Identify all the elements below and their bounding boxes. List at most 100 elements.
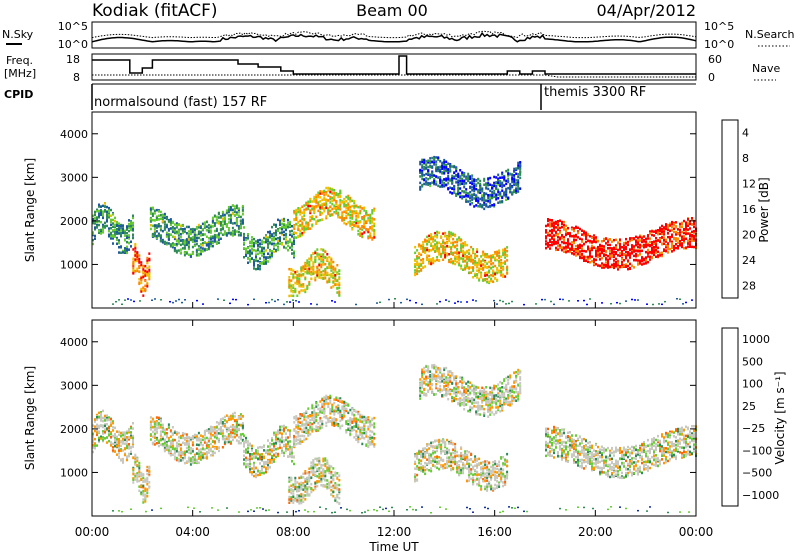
heatmap-cell [116,232,118,235]
heatmap-cell [203,249,206,252]
heatmap-cell [557,236,559,239]
heatmap-cell [422,266,425,269]
heatmap-cell [492,254,495,257]
heatmap-cell [667,228,669,232]
heatmap-cell [438,251,441,254]
heatmap-cell [565,250,567,254]
heatmap-cell [169,449,172,453]
heatmap-cell [373,234,376,237]
heatmap-cell [432,240,435,243]
heatmap-cell [333,189,336,192]
heatmap-cell [171,230,174,233]
heatmap-cell [142,501,145,504]
heatmap-cell [140,275,143,279]
heatmap-cell [689,245,691,248]
heatmap-cell [195,233,198,237]
heatmap-cell [187,442,190,446]
heatmap-cell [371,212,374,215]
heatmap-cell [289,223,291,226]
heatmap-cell [96,418,98,421]
heatmap-cell [619,244,621,248]
heatmap-cell [479,203,482,206]
heatmap-cell [316,248,319,251]
heatmap-cell [585,240,587,244]
heatmap-cell [193,233,196,237]
heatmap-cell [469,200,472,203]
heatmap-cell [296,277,299,280]
heatmap-cell [142,270,145,274]
heatmap-cell [601,240,603,243]
heatmap-cell [661,227,663,231]
heatmap-cell [555,222,557,225]
heatmap-cell [318,276,321,279]
heatmap-cell [195,227,198,230]
heatmap-cell [439,185,442,188]
heatmap-cell [457,188,460,191]
heatmap-cell [471,174,474,177]
heatmap-cell [317,203,320,206]
heatmap-cell [92,231,94,234]
heatmap-cell [663,226,665,229]
heatmap-cell [627,253,629,256]
heatmap-cell [506,265,509,269]
heatmap-cell [305,222,308,226]
heatmap-cell [496,252,499,256]
heatmap-cell [317,205,320,208]
heatmap-cell [130,436,132,439]
heatmap-cell [431,181,434,184]
heatmap-cell [347,208,350,211]
heatmap-cell [605,258,607,261]
heatmap-cell [469,177,472,180]
heatmap-cell [233,229,236,232]
heatmap-cell [118,430,120,433]
heatmap-cell [138,257,141,261]
heatmap-cell [116,224,118,227]
heatmap-cell [285,238,287,241]
heatmap-cell [118,455,120,458]
heatmap-cell [435,175,438,178]
heatmap-cell [199,458,202,461]
heatmap-cell [423,167,426,171]
heatmap-cell [549,218,551,222]
heatmap-cell [416,255,419,258]
heatmap-cell [132,233,134,236]
heatmap-cell [637,236,639,239]
heatmap-cell [322,248,325,252]
heatmap-cell [333,211,336,214]
heatmap-cell [169,435,172,438]
heatmap-cell [609,252,611,256]
heatmap-cell [331,207,334,211]
heatmap-cell [102,409,104,413]
heatmap-cell [293,252,295,255]
heatmap-cell [631,264,633,268]
heatmap-cell [687,242,689,245]
heatmap-cell [133,300,135,303]
heatmap-cell [419,162,422,166]
heatmap-cell [114,216,116,220]
heatmap-cell [285,232,287,236]
heatmap-cell [434,244,437,248]
heatmap-cell [326,253,329,256]
heatmap-cell [333,195,336,198]
heatmap-cell [619,265,621,269]
heatmap-cell [286,301,288,303]
heatmap-cell [499,180,502,183]
heatmap-cell [124,299,126,301]
heatmap-cell [187,230,190,233]
heatmap-cell [423,182,426,186]
heatmap-cell [420,258,423,262]
heatmap-cell [217,241,220,245]
heatmap-cell [292,294,295,298]
heatmap-cell [157,210,160,213]
heatmap-cell [267,240,269,243]
heatmap-cell [171,453,174,456]
heatmap-cell [621,260,623,264]
colorbar-tick-label: 28 [742,279,756,292]
heatmap-cell [424,238,427,241]
heatmap-cell [102,438,104,442]
heatmap-cell [478,270,481,274]
heatmap-cell [357,205,360,209]
heatmap-cell [221,220,224,223]
heatmap-cell [104,414,106,418]
heatmap-cell [310,254,313,257]
